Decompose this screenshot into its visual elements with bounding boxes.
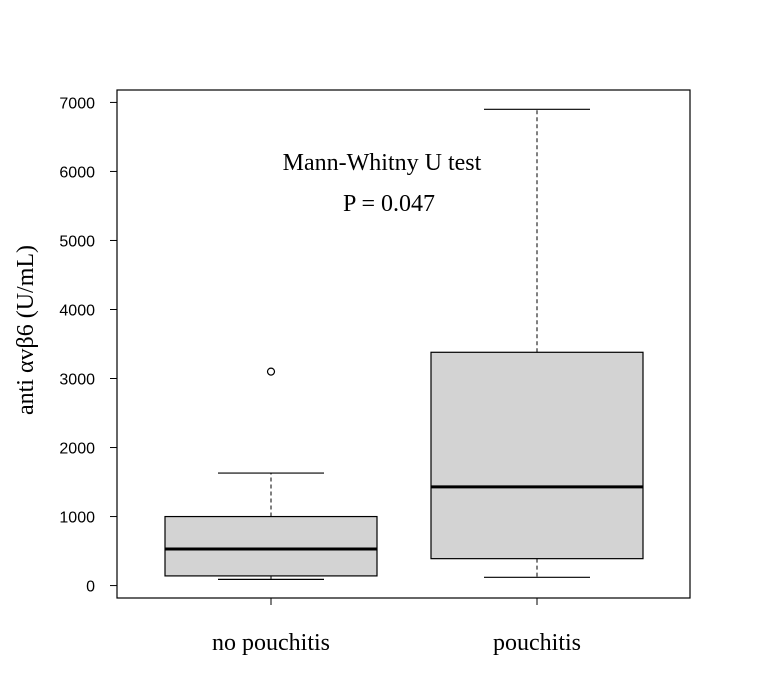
iqr-box	[164, 515, 378, 577]
y-tick-label: 3000	[59, 372, 95, 389]
x-axis: no pouchitis pouchitis	[212, 598, 581, 656]
p-value-annotation: P = 0.047	[343, 191, 435, 217]
y-axis: 0 1000 2000 3000 4000 5000 6000 7000	[59, 95, 117, 596]
x-category-label: no pouchitis	[212, 630, 330, 656]
y-tick-label: 1000	[59, 510, 95, 527]
y-tick-label: 7000	[59, 95, 95, 112]
box-2	[430, 108, 644, 578]
y-tick-label: 4000	[59, 302, 95, 319]
y-tick-label: 6000	[59, 164, 95, 181]
plot-frame	[116, 89, 691, 599]
y-tick-label: 2000	[59, 441, 95, 458]
iqr-box	[430, 351, 644, 560]
y-axis-title: anti αvβ6 (U/mL)	[13, 245, 39, 415]
outlier-point	[266, 367, 276, 376]
boxes	[164, 108, 644, 580]
x-category-label: pouchitis	[493, 630, 581, 656]
y-tick-label: 0	[86, 579, 95, 596]
test-annotation: Mann-Whitny U test	[283, 150, 482, 176]
y-tick-label: 5000	[59, 233, 95, 250]
box-1	[164, 367, 378, 580]
